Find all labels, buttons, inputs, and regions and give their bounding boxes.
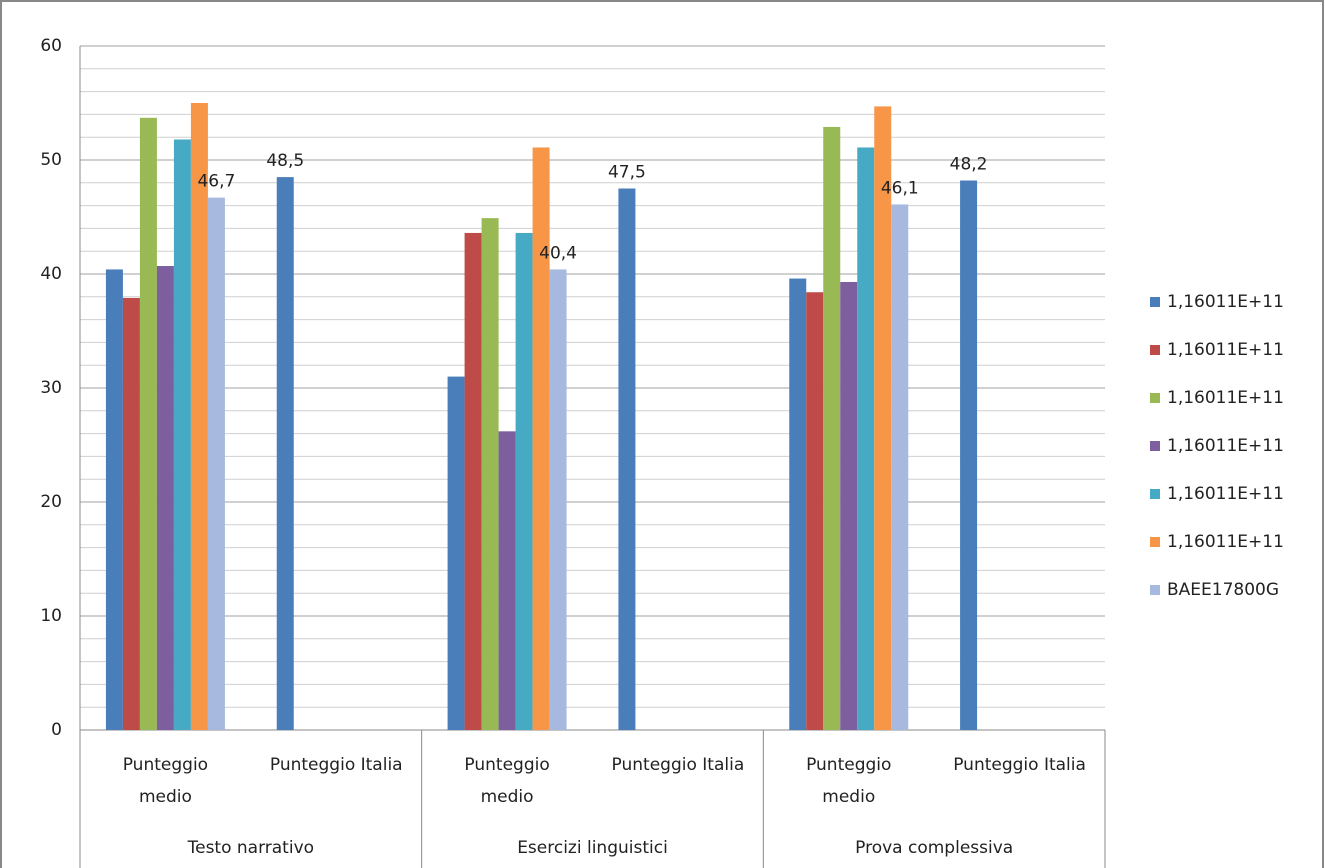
bar	[481, 218, 499, 730]
y-tick-label: 0	[51, 720, 62, 740]
bar	[464, 232, 482, 730]
data-label: 40,4	[539, 243, 577, 263]
x-tick-label: Punteggio medio	[806, 755, 892, 807]
bar	[173, 139, 191, 731]
legend-label: 1,16011E+11	[1167, 292, 1284, 312]
legend-label: 1,16011E+11	[1167, 532, 1284, 552]
x-tick-label: Punteggio Italia	[611, 755, 745, 775]
y-tick-label: 40	[40, 264, 62, 284]
bar	[789, 278, 807, 730]
legend-label: 1,16011E+11	[1167, 436, 1284, 456]
y-tick-label: 30	[40, 378, 62, 398]
bar	[498, 431, 516, 730]
x-tick-label: Punteggio medio	[122, 755, 209, 807]
bar	[139, 117, 157, 730]
data-label: 46,1	[881, 178, 919, 198]
bar	[891, 204, 909, 730]
bar	[618, 188, 636, 730]
legend-swatch	[1150, 537, 1160, 547]
x-tick-label: Punteggio medio	[464, 755, 550, 807]
legend-swatch	[1150, 393, 1160, 403]
x-tick-label: Punteggio Italia	[953, 755, 1086, 775]
bar	[960, 180, 978, 730]
legend-label: 1,16011E+11	[1167, 388, 1284, 408]
legend-swatch	[1150, 345, 1160, 355]
bar	[874, 106, 892, 731]
y-tick-label: 10	[40, 606, 62, 626]
data-label: 46,7	[197, 172, 235, 192]
legend-swatch	[1150, 441, 1160, 451]
legend-label: 1,16011E+11	[1167, 340, 1284, 360]
legend-swatch	[1150, 585, 1160, 595]
legend-swatch	[1150, 489, 1160, 499]
bar	[190, 103, 208, 730]
bar	[549, 269, 567, 730]
legend-label: BAEE17800G	[1167, 580, 1279, 600]
data-label: 47,5	[608, 163, 646, 183]
bar	[105, 269, 123, 730]
group-label: Testo narrativo	[187, 838, 314, 858]
bar	[515, 232, 533, 730]
bar	[857, 147, 875, 730]
bar	[207, 197, 225, 730]
data-label: 48,5	[266, 151, 304, 171]
data-label: 48,2	[950, 155, 988, 175]
bar	[806, 292, 824, 730]
y-tick-label: 60	[40, 36, 62, 56]
bar	[823, 126, 841, 730]
bar	[840, 281, 858, 730]
legend-swatch	[1150, 297, 1160, 307]
y-tick-label: 50	[40, 150, 62, 170]
legend-label: 1,16011E+11	[1167, 484, 1284, 504]
group-label: Esercizi linguistici	[517, 838, 668, 858]
bar	[276, 177, 294, 731]
bar	[122, 297, 140, 730]
bar	[532, 147, 550, 730]
x-tick-label: Punteggio Italia	[269, 755, 403, 775]
group-label: Prova complessiva	[855, 838, 1013, 858]
bar	[447, 376, 465, 730]
bar	[156, 266, 174, 730]
y-tick-label: 20	[40, 492, 62, 512]
